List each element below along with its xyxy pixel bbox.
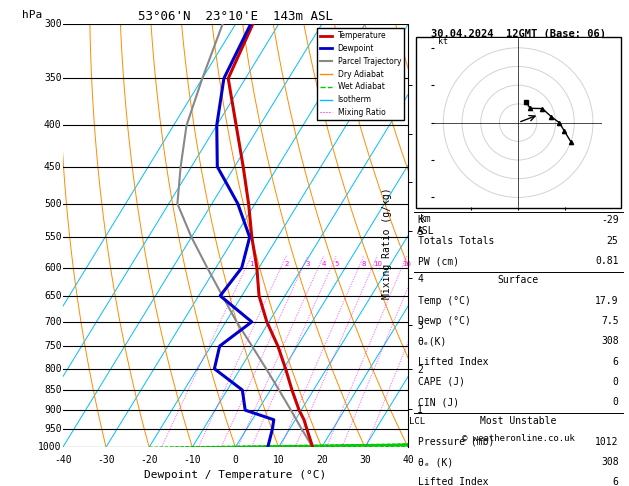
Text: 30: 30: [359, 455, 370, 465]
Text: Mixing Ratio (g/kg): Mixing Ratio (g/kg): [382, 187, 392, 299]
Title: 53°06'N  23°10'E  143m ASL: 53°06'N 23°10'E 143m ASL: [138, 10, 333, 23]
Text: 650: 650: [44, 291, 62, 301]
Text: -40: -40: [54, 455, 72, 465]
Text: 16: 16: [403, 261, 411, 267]
Text: 7.5: 7.5: [601, 316, 618, 326]
Text: Totals Totals: Totals Totals: [418, 236, 494, 246]
Text: 308: 308: [601, 336, 618, 346]
Text: 25: 25: [607, 236, 618, 246]
Text: 6: 6: [613, 477, 618, 486]
Text: PW (cm): PW (cm): [418, 256, 459, 266]
Text: -20: -20: [140, 455, 158, 465]
Text: 8: 8: [362, 261, 366, 267]
Text: 30.04.2024  12GMT (Base: 06): 30.04.2024 12GMT (Base: 06): [431, 29, 606, 38]
Text: 0: 0: [613, 397, 618, 407]
Text: CIN (J): CIN (J): [418, 397, 459, 407]
Text: 950: 950: [44, 424, 62, 434]
Text: 1012: 1012: [595, 437, 618, 447]
Text: Temp (°C): Temp (°C): [418, 295, 470, 306]
Text: LCL: LCL: [409, 417, 425, 426]
Text: K: K: [418, 215, 423, 226]
Text: CAPE (J): CAPE (J): [418, 377, 465, 387]
Bar: [416, 37, 621, 208]
Text: 5: 5: [334, 261, 338, 267]
Text: 2: 2: [284, 261, 289, 267]
Text: 20: 20: [316, 455, 328, 465]
Text: 300: 300: [44, 19, 62, 29]
Text: 550: 550: [44, 232, 62, 242]
Text: Surface: Surface: [498, 276, 538, 285]
Text: Most Unstable: Most Unstable: [480, 417, 556, 426]
Text: 400: 400: [44, 121, 62, 130]
Text: 4: 4: [321, 261, 326, 267]
Text: θₑ (K): θₑ (K): [418, 457, 453, 467]
Legend: Temperature, Dewpoint, Parcel Trajectory, Dry Adiabat, Wet Adiabat, Isotherm, Mi: Temperature, Dewpoint, Parcel Trajectory…: [317, 28, 404, 120]
Text: 350: 350: [44, 73, 62, 84]
Text: 0.81: 0.81: [595, 256, 618, 266]
Text: 900: 900: [44, 405, 62, 415]
Text: θₑ(K): θₑ(K): [418, 336, 447, 346]
Text: 750: 750: [44, 341, 62, 351]
Text: kt: kt: [438, 37, 448, 46]
Text: 3: 3: [306, 261, 310, 267]
Text: Lifted Index: Lifted Index: [418, 357, 488, 366]
Text: 17.9: 17.9: [595, 295, 618, 306]
Text: 1000: 1000: [38, 442, 62, 452]
Text: 0: 0: [233, 455, 238, 465]
Text: Dewp (°C): Dewp (°C): [418, 316, 470, 326]
Text: -29: -29: [601, 215, 618, 226]
Text: 600: 600: [44, 263, 62, 273]
Text: 10: 10: [273, 455, 284, 465]
Text: 40: 40: [402, 455, 414, 465]
Text: Lifted Index: Lifted Index: [418, 477, 488, 486]
Text: -30: -30: [97, 455, 115, 465]
Text: Pressure (mb): Pressure (mb): [418, 437, 494, 447]
Text: 6: 6: [613, 357, 618, 366]
Text: 850: 850: [44, 385, 62, 395]
Text: 500: 500: [44, 199, 62, 208]
Text: 308: 308: [601, 457, 618, 467]
Text: 0: 0: [613, 377, 618, 387]
Text: -10: -10: [184, 455, 201, 465]
Text: Dewpoint / Temperature (°C): Dewpoint / Temperature (°C): [144, 470, 326, 480]
Y-axis label: km
ASL: km ASL: [417, 214, 435, 236]
Text: hPa: hPa: [22, 10, 42, 20]
Text: © weatheronline.co.uk: © weatheronline.co.uk: [462, 434, 574, 443]
Text: 1: 1: [249, 261, 253, 267]
Text: 700: 700: [44, 317, 62, 327]
Text: 450: 450: [44, 162, 62, 172]
Text: 800: 800: [44, 364, 62, 374]
Text: 10: 10: [373, 261, 382, 267]
